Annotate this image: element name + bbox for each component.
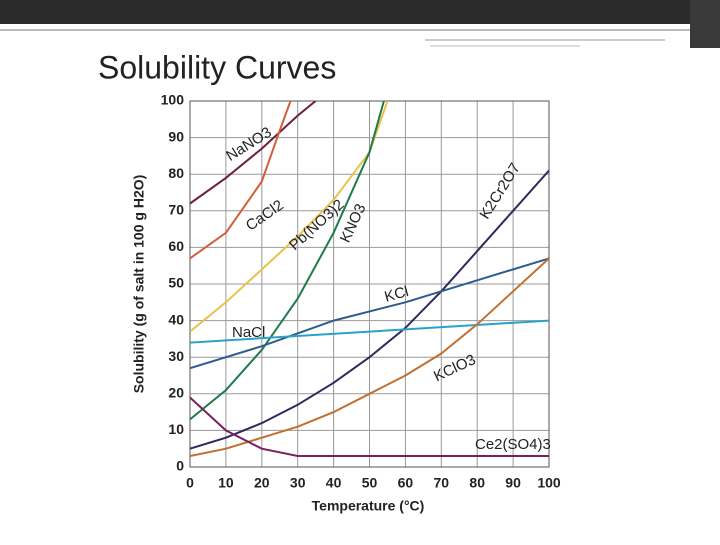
series-line	[190, 101, 385, 421]
x-tick-label: 60	[398, 475, 414, 491]
series-label: Pb(NO3)2	[286, 196, 348, 254]
y-tick-label: 100	[161, 92, 185, 108]
series-line	[190, 169, 549, 450]
plot-frame	[189, 100, 550, 468]
x-tick-label: 80	[469, 475, 485, 491]
series-label: KCl	[383, 283, 411, 306]
top-bar	[0, 0, 720, 24]
x-tick-label: 50	[362, 475, 378, 491]
x-tick-label: 40	[326, 475, 342, 491]
series-label: Ce2(SO4)3	[475, 436, 551, 453]
y-tick-label: 60	[168, 238, 184, 254]
x-axis-label: Temperature (°C)	[312, 498, 425, 514]
x-tick-label: 100	[537, 475, 561, 491]
y-tick-label: 10	[168, 421, 184, 437]
y-tick-label: 50	[168, 275, 184, 291]
y-tick-label: 70	[168, 202, 184, 218]
x-tick-label: 30	[290, 475, 306, 491]
series-label: CaCl2	[243, 197, 287, 235]
series-label: K2Cr2O7	[476, 160, 524, 222]
x-tick-label: 90	[505, 475, 521, 491]
corner-block	[690, 0, 720, 48]
series-line	[190, 319, 549, 344]
y-tick-label: 0	[176, 458, 184, 474]
y-tick-label: 80	[168, 165, 184, 181]
series-line	[190, 257, 549, 457]
x-tick-label: 0	[186, 475, 194, 491]
series-line	[190, 101, 317, 205]
series-line	[190, 257, 549, 370]
series-line	[190, 396, 549, 457]
x-tick-label: 20	[254, 475, 270, 491]
series-lines	[190, 101, 549, 457]
series-label: NaCl	[232, 324, 265, 341]
y-tick-label: 40	[168, 311, 184, 327]
series-line	[190, 101, 292, 260]
y-axis-label: Solubility (g of salt in 100 g H2O)	[131, 175, 147, 394]
x-tick-label: 70	[434, 475, 450, 491]
y-tick-label: 30	[168, 348, 184, 364]
y-tick-label: 20	[168, 385, 184, 401]
y-tick-label: 90	[168, 128, 184, 144]
x-tick-label: 10	[218, 475, 234, 491]
slide-title: Solubility Curves	[98, 49, 336, 85]
